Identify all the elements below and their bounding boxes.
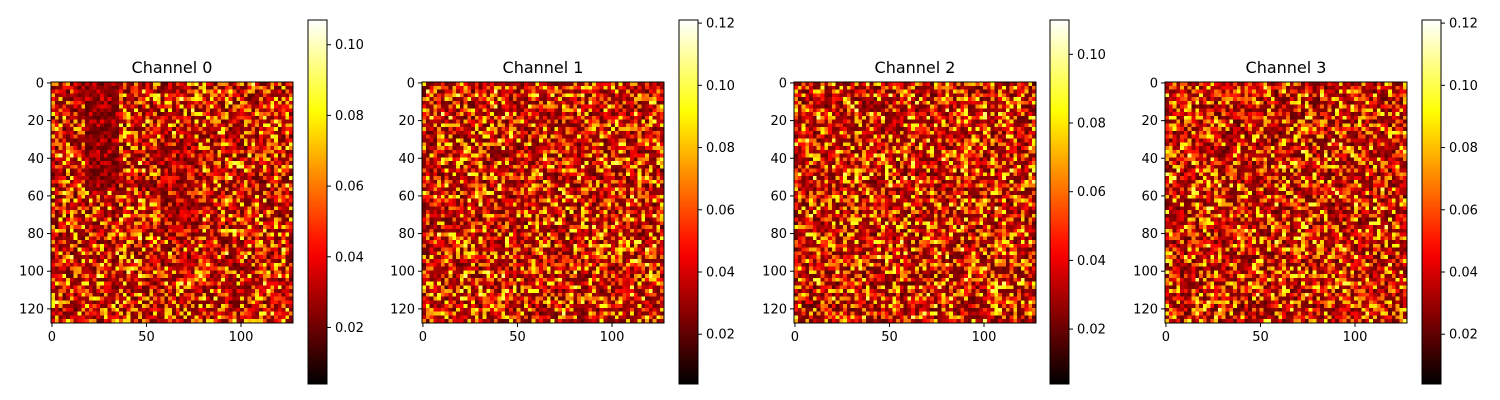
colorbar bbox=[1049, 19, 1070, 385]
heatmap-panel-2: Channel 2 0 50 100 0 20 40 60 80 100 120 0.02 0.04 0.… bbox=[762, 19, 1106, 385]
colorbar bbox=[678, 19, 699, 385]
y-tick-label: 80 bbox=[27, 227, 44, 242]
y-tick-label: 0 bbox=[407, 76, 415, 91]
colorbar-tick-label: 0.10 bbox=[1077, 48, 1106, 63]
y-tick-label: 60 bbox=[770, 189, 787, 204]
y-tick-label: 20 bbox=[398, 114, 415, 129]
panel-title: Channel 1 bbox=[503, 58, 584, 77]
colorbar-tick-label: 0.04 bbox=[706, 266, 735, 281]
y-tick-label: 20 bbox=[1141, 114, 1158, 129]
axes-frame bbox=[50, 81, 294, 324]
colorbar-tick-label: 0.04 bbox=[335, 250, 364, 265]
colorbar-tick-label: 0.08 bbox=[706, 141, 735, 156]
y-tick-label: 40 bbox=[1141, 152, 1158, 167]
y-tick-label: 80 bbox=[770, 227, 787, 242]
y-tick-label: 40 bbox=[398, 152, 415, 167]
axes-frame bbox=[1164, 81, 1408, 324]
y-tick-label: 120 bbox=[390, 302, 415, 317]
axes-frame bbox=[793, 81, 1037, 324]
x-tick-label: 100 bbox=[600, 330, 625, 345]
y-tick-label: 60 bbox=[27, 189, 44, 204]
y-tick-label: 120 bbox=[762, 302, 787, 317]
heatmap-image bbox=[1165, 82, 1407, 323]
heatmap-panel-3: Channel 3 0 50 100 0 20 40 60 80 100 120 0.02 0.04 0.… bbox=[1133, 17, 1478, 385]
colorbar-tick-label: 0.02 bbox=[1077, 323, 1106, 338]
colorbar-tick-label: 0.08 bbox=[1449, 141, 1478, 156]
colorbar-tick-label: 0.10 bbox=[1449, 79, 1478, 94]
colorbar-tick-label: 0.06 bbox=[706, 203, 735, 218]
x-tick-label: 100 bbox=[229, 330, 254, 345]
colorbar-tick-label: 0.04 bbox=[1449, 266, 1478, 281]
heatmap-panel-1: Channel 1 0 50 100 0 20 40 60 80 100 120 0.02 0.04 0.… bbox=[390, 17, 735, 385]
x-tick-label: 50 bbox=[1252, 330, 1269, 345]
colorbar-tick-label: 0.02 bbox=[1449, 328, 1478, 343]
y-tick-label: 100 bbox=[19, 265, 44, 280]
colorbar-tick-label: 0.12 bbox=[1449, 17, 1478, 32]
y-tick-label: 0 bbox=[1150, 76, 1158, 91]
x-tick-label: 100 bbox=[972, 330, 997, 345]
colorbar-tick-label: 0.06 bbox=[1077, 185, 1106, 200]
x-tick-label: 0 bbox=[791, 330, 799, 345]
colorbar-tick-label: 0.02 bbox=[706, 328, 735, 343]
y-tick-label: 80 bbox=[1141, 227, 1158, 242]
colorbar-tick-label: 0.02 bbox=[335, 321, 364, 336]
panel-title: Channel 3 bbox=[1246, 58, 1327, 77]
y-tick-label: 120 bbox=[19, 302, 44, 317]
panel-title: Channel 2 bbox=[875, 58, 956, 77]
colorbar-tick-label: 0.08 bbox=[1077, 117, 1106, 132]
colorbar bbox=[1421, 19, 1442, 385]
colorbar-tick-label: 0.10 bbox=[706, 79, 735, 94]
x-tick-label: 100 bbox=[1343, 330, 1368, 345]
colorbar-tick-label: 0.08 bbox=[335, 109, 364, 124]
x-tick-label: 50 bbox=[881, 330, 898, 345]
y-tick-label: 80 bbox=[398, 227, 415, 242]
y-tick-label: 0 bbox=[36, 76, 44, 91]
y-tick-label: 20 bbox=[27, 114, 44, 129]
y-tick-label: 0 bbox=[779, 76, 787, 91]
x-tick-label: 0 bbox=[1162, 330, 1170, 345]
y-tick-label: 40 bbox=[770, 152, 787, 167]
y-tick-label: 60 bbox=[1141, 189, 1158, 204]
x-tick-label: 50 bbox=[509, 330, 526, 345]
colorbar-tick-label: 0.06 bbox=[335, 180, 364, 195]
colorbar-tick-label: 0.06 bbox=[1449, 203, 1478, 218]
heatmap-image bbox=[51, 82, 293, 323]
x-tick-label: 0 bbox=[419, 330, 427, 345]
panel-title: Channel 0 bbox=[132, 58, 213, 77]
y-tick-label: 100 bbox=[1133, 265, 1158, 280]
heatmap-image bbox=[794, 82, 1036, 323]
x-tick-label: 50 bbox=[138, 330, 155, 345]
heatmap-panel-0: Channel 0 0 50 100 0 20 40 60 80 100 120 0.02 0.04 0.… bbox=[19, 19, 364, 385]
y-tick-label: 20 bbox=[770, 114, 787, 129]
heatmap-image bbox=[422, 82, 664, 323]
y-tick-label: 40 bbox=[27, 152, 44, 167]
colorbar-tick-label: 0.10 bbox=[335, 38, 364, 53]
colorbar bbox=[307, 19, 328, 385]
y-tick-label: 60 bbox=[398, 189, 415, 204]
x-tick-label: 0 bbox=[48, 330, 56, 345]
axes-frame bbox=[421, 81, 665, 324]
y-tick-label: 100 bbox=[762, 265, 787, 280]
y-tick-label: 100 bbox=[390, 265, 415, 280]
colorbar-tick-label: 0.12 bbox=[706, 17, 735, 32]
y-tick-label: 120 bbox=[1133, 302, 1158, 317]
colorbar-tick-label: 0.04 bbox=[1077, 254, 1106, 269]
